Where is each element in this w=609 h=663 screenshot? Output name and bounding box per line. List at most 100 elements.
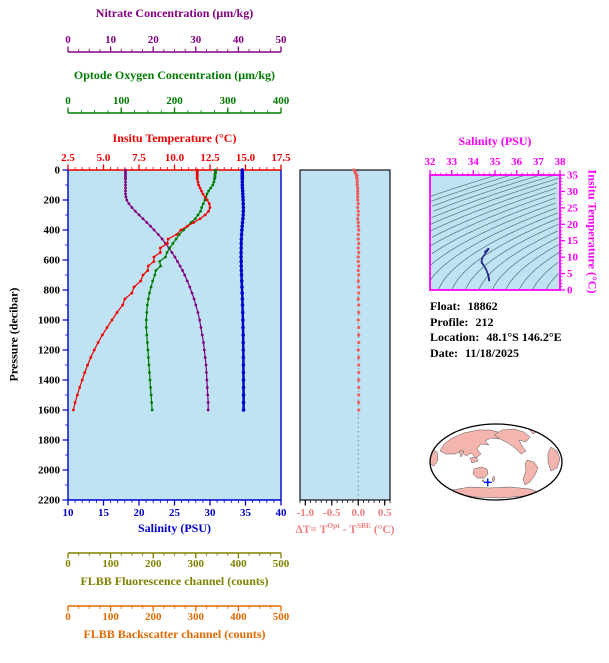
nitrate-point: [130, 206, 134, 209]
nitrate-tick-label: 10: [105, 34, 117, 46]
temperature-point: [208, 206, 212, 209]
world-map: [429, 423, 563, 501]
salinity-profile: [239, 168, 246, 412]
info-row-profile: Profile: 212: [430, 315, 562, 331]
delta-t-point: [356, 186, 360, 190]
salinity-point: [239, 268, 244, 273]
oxygen-point: [168, 246, 172, 250]
temperature-point: [207, 202, 211, 206]
nitrate-point: [206, 401, 210, 404]
delta-t-point: [357, 333, 361, 337]
salinity-point: [241, 192, 245, 196]
delta-t-point: [356, 297, 360, 301]
temperature-point: [123, 297, 127, 301]
oxygen-point: [147, 363, 151, 367]
temperature-tick-label: 10.0: [165, 152, 185, 164]
nitrate-point: [194, 303, 198, 307]
temperature-point: [92, 348, 96, 352]
salinity-point: [241, 318, 245, 322]
delta-t-point: [356, 202, 360, 206]
ts-temperature-tick-label: 15: [567, 235, 579, 247]
isopycnal-contour: [430, 177, 559, 225]
temperature-point: [121, 303, 125, 307]
ts-profile-point: [483, 253, 486, 256]
ts-temperature-tick-label: 20: [567, 219, 579, 231]
isopycnal-contour: [430, 174, 512, 202]
salinity-axis-title: Salinity (PSU): [137, 521, 211, 535]
temperature-point: [175, 233, 179, 236]
temperature-point: [146, 264, 150, 268]
oxygen-point: [144, 326, 148, 329]
pressure-tick-label: 400: [44, 225, 61, 237]
ts-temperature-tick-label: 30: [567, 186, 579, 198]
temperature-point: [71, 408, 75, 412]
nitrate-point: [206, 408, 210, 412]
temperature-point: [192, 221, 196, 224]
salinity-tick-label: 20: [134, 507, 146, 519]
delta-t-point: [356, 217, 360, 221]
isopycnal-contour: [464, 223, 559, 291]
oxygen-point: [146, 348, 150, 352]
salinity-point: [241, 209, 246, 214]
temperature-point: [197, 183, 201, 187]
pressure-tick-label: 2200: [38, 495, 61, 507]
info-value-profile: 212: [475, 314, 494, 329]
ts-profile-point: [481, 257, 483, 260]
isopycnal-contour: [431, 187, 557, 238]
info-value-date: 11/18/2025: [464, 345, 519, 360]
salinity-point: [240, 297, 245, 301]
backscatter-axis: 0 100 200 300 400 500: [65, 605, 290, 623]
delta-t-point: [357, 303, 361, 307]
delta-t-point: [357, 264, 361, 268]
delta-t-point: [357, 408, 361, 412]
backscatter-tick-label: 500: [273, 611, 290, 623]
delta-t-point: [355, 183, 359, 187]
info-value-location: 48.1°S 146.2°E: [486, 330, 562, 344]
temperature-point: [201, 192, 205, 196]
salinity-point: [241, 198, 245, 202]
temperature-tick-label: 2.5: [61, 152, 75, 164]
temperature-point: [146, 269, 150, 272]
oxygen-tick-label: 200: [166, 95, 183, 107]
isopycnal-contour: [430, 174, 497, 197]
isopycnal-contour: [478, 230, 559, 291]
ts-temperature-tick-label: 35: [567, 170, 579, 182]
info-row-float: Float: 18862: [430, 299, 562, 315]
delta-t-plot-area: [300, 170, 390, 500]
map-landmass: [493, 428, 531, 455]
fluorescence-tick-label: 100: [102, 558, 119, 570]
map-landmass: [469, 456, 479, 464]
oxygen-tick-label: 0: [65, 95, 71, 107]
nitrate-tick-label: 50: [276, 34, 288, 46]
nitrate-axis: 0 10 20 30 40 50: [65, 34, 288, 53]
pressure-tick-label: 1200: [38, 345, 61, 357]
nitrate-point: [202, 348, 206, 352]
temperature-point: [110, 318, 114, 322]
salinity-point: [241, 355, 246, 360]
isopycnal-contour: [545, 273, 559, 291]
nitrate-point: [124, 177, 127, 181]
salinity-point: [241, 393, 246, 397]
temperature-point: [179, 228, 183, 232]
nitrate-point: [202, 341, 205, 344]
isopycnal-contour: [429, 207, 557, 281]
oxygen-point: [149, 393, 153, 397]
isopycnal-contour: [431, 174, 556, 219]
salinity-point: [239, 232, 244, 237]
temperature-axis-title: Insitu Temperature (°C): [112, 131, 237, 145]
delta-t-point: [356, 189, 360, 193]
nitrate-point: [205, 386, 209, 389]
temperature-point: [132, 285, 136, 289]
delta-t-point: [356, 255, 360, 259]
delta-t-point: [356, 246, 360, 250]
ts-salinity-tick-label: 36: [511, 156, 523, 168]
salinity-point: [240, 291, 244, 295]
map-landmass: [439, 429, 503, 459]
salinity-point: [240, 186, 245, 190]
delta-t-point: [356, 213, 360, 217]
salinity-point: [240, 189, 245, 193]
salinity-point: [241, 378, 246, 382]
delta-t-point: [356, 209, 360, 213]
backscatter-tick-label: 100: [102, 611, 119, 623]
